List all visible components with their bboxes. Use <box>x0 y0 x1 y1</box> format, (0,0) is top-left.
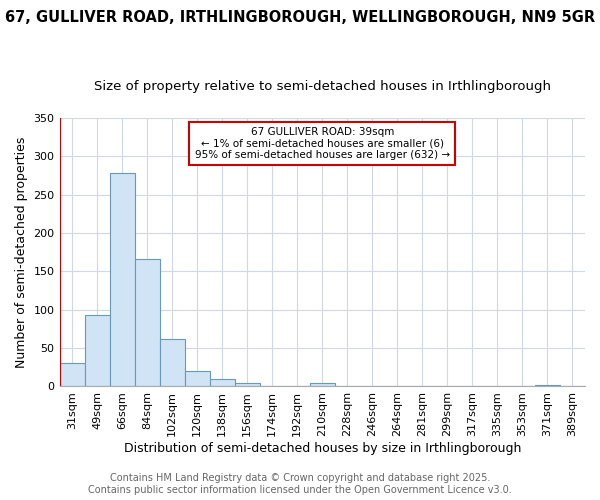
Bar <box>59 364 85 386</box>
Bar <box>235 382 260 386</box>
Bar <box>535 385 560 386</box>
X-axis label: Distribution of semi-detached houses by size in Irthlingborough: Distribution of semi-detached houses by … <box>124 442 521 455</box>
Y-axis label: Number of semi-detached properties: Number of semi-detached properties <box>15 136 28 368</box>
Title: Size of property relative to semi-detached houses in Irthlingborough: Size of property relative to semi-detach… <box>94 80 551 93</box>
Bar <box>185 371 209 386</box>
Bar <box>310 384 335 386</box>
Text: Contains HM Land Registry data © Crown copyright and database right 2025.
Contai: Contains HM Land Registry data © Crown c… <box>88 474 512 495</box>
Bar <box>209 379 235 386</box>
Text: 67 GULLIVER ROAD: 39sqm
← 1% of semi-detached houses are smaller (6)
95% of semi: 67 GULLIVER ROAD: 39sqm ← 1% of semi-det… <box>195 127 450 160</box>
Text: 67, GULLIVER ROAD, IRTHLINGBOROUGH, WELLINGBOROUGH, NN9 5GR: 67, GULLIVER ROAD, IRTHLINGBOROUGH, WELL… <box>5 10 595 25</box>
Bar <box>160 339 185 386</box>
Bar <box>110 173 134 386</box>
Bar <box>85 315 110 386</box>
Bar <box>134 259 160 386</box>
